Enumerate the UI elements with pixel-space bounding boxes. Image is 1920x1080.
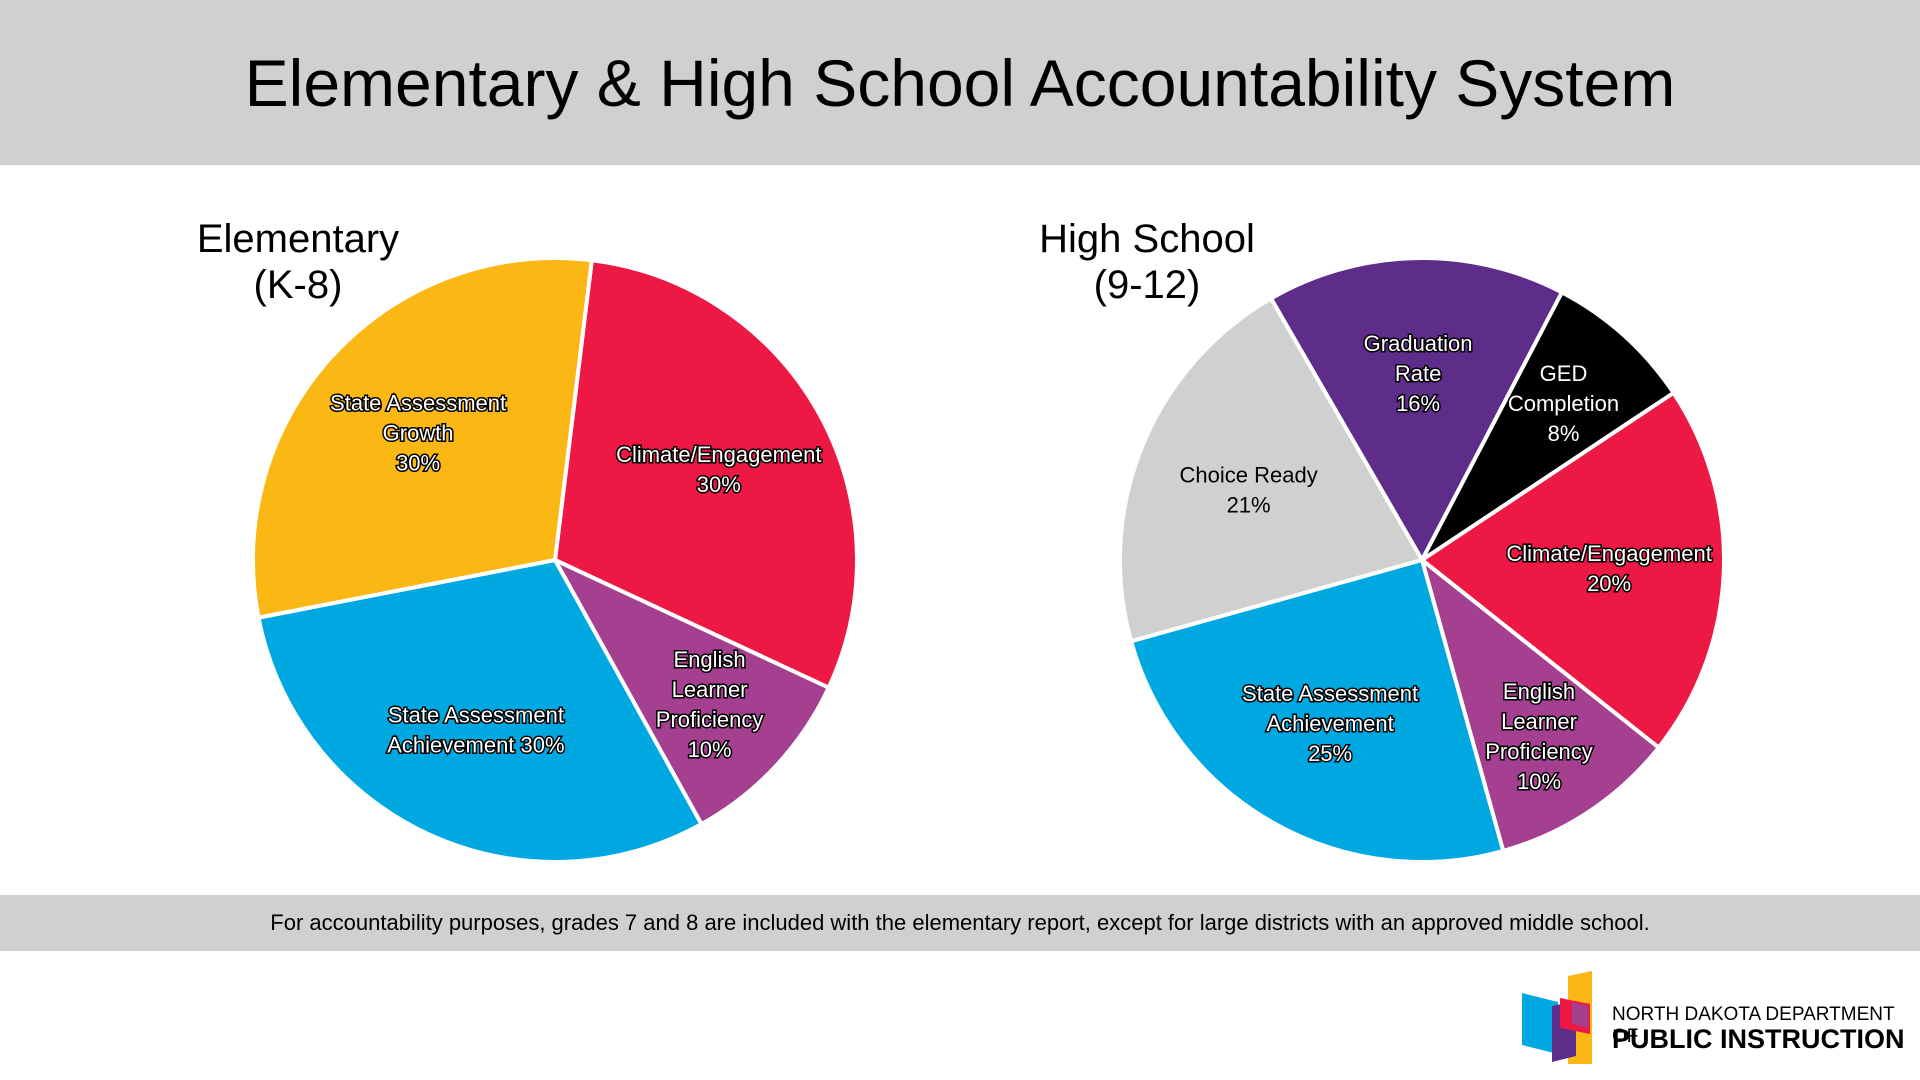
footnote-bar: For accountability purposes, grades 7 an… xyxy=(0,895,1920,951)
highschool-slice-4 xyxy=(1129,558,1506,864)
highschool-slice-3-label: English Learner Proficiency 10% xyxy=(1485,679,1593,794)
elementary-chart-title: Elementary (K-8) xyxy=(138,216,458,308)
highschool-slice-5 xyxy=(1118,296,1424,644)
elementary-slice-0-label-line-1: 30% xyxy=(697,472,741,497)
logo-text-line2: PUBLIC INSTRUCTION xyxy=(1612,1024,1905,1054)
elementary-slice-2-label-line-0: State Assessment xyxy=(388,703,564,728)
elementary-title-line2: (K-8) xyxy=(253,263,343,307)
highschool-slice-2-label-line-1: 20% xyxy=(1587,571,1631,596)
elementary-slice-3-label-line-1: Growth xyxy=(383,420,454,445)
highschool-slice-1-label-line-0: GED xyxy=(1540,361,1588,386)
highschool-slice-1-label-line-2: 8% xyxy=(1548,421,1580,446)
highschool-slice-4-label-line-1: Achievement xyxy=(1267,711,1394,736)
highschool-slice-0-label-line-2: 16% xyxy=(1396,391,1440,416)
highschool-slice-1 xyxy=(1420,290,1676,562)
highschool-slice-4-label: State Assessment Achievement 25% xyxy=(1242,681,1418,766)
highschool-title-line2: (9-12) xyxy=(1093,263,1201,307)
logo-blue-shape xyxy=(1522,993,1558,1054)
elementary-slice-1-label: English Learner Proficiency 10% xyxy=(656,647,764,762)
logo-text-line1: NORTH DAKOTA DEPARTMENT OF xyxy=(1612,1004,1895,1047)
elementary-slice-2-label-line-1: Achievement 30% xyxy=(387,733,564,758)
highschool-slice-3-label-line-0: English xyxy=(1503,679,1575,704)
highschool-slice-2-label-line-0: Climate/Engagement xyxy=(1506,541,1711,566)
highschool-slice-0-label: Graduation Rate 16% xyxy=(1364,331,1473,416)
ndpi-logo xyxy=(1522,971,1592,1064)
elementary-slice-3-label-line-0: State Assessment xyxy=(330,390,506,415)
highschool-slice-1-label: GED Completion 8% xyxy=(1508,361,1619,446)
elementary-slice-1-label-line-0: English xyxy=(674,647,746,672)
highschool-slice-3-label-line-2: Proficiency xyxy=(1485,739,1593,764)
highschool-slice-3-label-line-1: Learner xyxy=(1501,709,1577,734)
header-bar: Elementary & High School Accountability … xyxy=(0,0,1920,165)
highschool-slice-4-label-line-2: 25% xyxy=(1308,741,1352,766)
elementary-slice-3-label: State Assessment Growth 30% xyxy=(330,390,506,475)
elementary-slice-3 xyxy=(251,256,594,620)
elementary-slice-0 xyxy=(553,258,859,690)
highschool-slice-3-label-line-3: 10% xyxy=(1517,769,1561,794)
footnote-text: For accountability purposes, grades 7 an… xyxy=(270,910,1650,935)
elementary-slice-1-label-line-3: 10% xyxy=(688,737,732,762)
elementary-slice-1-label-line-1: Learner xyxy=(672,677,748,702)
elementary-slice-2 xyxy=(256,558,704,864)
highschool-slice-2 xyxy=(1420,390,1726,750)
highschool-slice-5-label: Choice Ready 21% xyxy=(1180,462,1318,517)
elementary-slice-3-label-line-2: 30% xyxy=(396,450,440,475)
highschool-slice-0-label-line-1: Rate xyxy=(1395,361,1441,386)
elementary-slice-0-label: Climate/Engagement 30% xyxy=(616,442,821,497)
logo-magenta-shape xyxy=(1572,1002,1588,1028)
highschool-slice-5-label-line-1: 21% xyxy=(1227,492,1271,517)
highschool-slice-3 xyxy=(1420,558,1661,853)
highschool-slice-5-label-line-0: Choice Ready xyxy=(1180,462,1318,487)
highschool-chart-title: High School (9-12) xyxy=(987,216,1307,308)
highschool-slice-0 xyxy=(1269,256,1564,562)
highschool-title-line1: High School xyxy=(1039,217,1255,261)
highschool-slice-1-label-line-1: Completion xyxy=(1508,391,1619,416)
elementary-title-line1: Elementary xyxy=(196,217,400,261)
elementary-slice-2-label: State Assessment Achievement 30% xyxy=(387,703,564,758)
elementary-slice-0-label-line-0: Climate/Engagement xyxy=(616,442,821,467)
elementary-slice-1 xyxy=(553,558,831,827)
highschool-slice-4-label-line-0: State Assessment xyxy=(1242,681,1418,706)
elementary-slice-1-label-line-2: Proficiency xyxy=(656,707,764,732)
page-title: Elementary & High School Accountability … xyxy=(244,45,1676,120)
highschool-slice-0-label-line-0: Graduation xyxy=(1364,331,1473,356)
highschool-slice-2-label: Climate/Engagement 20% xyxy=(1506,541,1711,596)
